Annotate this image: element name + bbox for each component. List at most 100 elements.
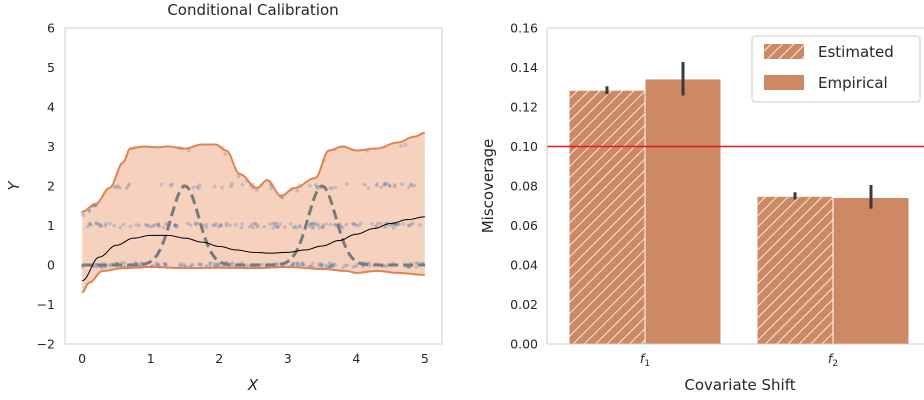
scatter-point (204, 222, 209, 227)
scatter-point (351, 265, 355, 269)
scatter-point (187, 148, 191, 153)
scatter-point (170, 182, 174, 187)
scatter-point (357, 223, 361, 228)
scatter-point (370, 222, 374, 226)
scatter-point (409, 182, 413, 187)
left-y-tick-label: 6 (47, 21, 55, 36)
right-x-tick-label: f2 (828, 351, 838, 369)
scatter-point (164, 222, 168, 227)
scatter-point (352, 222, 357, 227)
scatter-point (295, 189, 299, 193)
scatter-point (230, 262, 234, 267)
scatter-point (311, 221, 316, 226)
scatter-point (179, 263, 184, 268)
scatter-point (411, 221, 415, 226)
scatter-point (331, 264, 335, 269)
scatter-point (327, 265, 331, 270)
scatter-point (385, 182, 390, 186)
left-y-tick-label: 1 (47, 218, 55, 233)
scatter-point (216, 224, 220, 229)
scatter-point (328, 264, 333, 269)
scatter-point (394, 222, 399, 227)
right-y-tick-label: 0.02 (510, 297, 538, 312)
scatter-point (245, 263, 250, 268)
scatter-point (414, 261, 418, 265)
scatter-point (260, 262, 265, 267)
scatter-point (128, 224, 133, 229)
scatter-point (397, 222, 401, 227)
right-x-axis-label: Covariate Shift (684, 376, 795, 394)
scatter-point (387, 183, 392, 188)
scatter-point (295, 261, 300, 265)
scatter-point (382, 225, 387, 229)
scatter-point (308, 222, 312, 227)
scatter-point (162, 261, 166, 266)
scatter-point (93, 262, 98, 266)
scatter-point (204, 225, 209, 230)
scatter-point (156, 222, 161, 226)
scatter-point (354, 223, 359, 227)
scatter-point (316, 186, 320, 190)
scatter-point (114, 185, 119, 189)
scatter-point (191, 185, 196, 190)
scatter-point (311, 225, 316, 229)
scatter-point (248, 224, 252, 229)
scatter-point (310, 261, 315, 265)
scatter-point (212, 223, 216, 228)
scatter-point (401, 222, 405, 226)
scatter-point (205, 263, 209, 268)
scatter-point (145, 223, 149, 228)
scatter-point (193, 222, 198, 227)
scatter-point (271, 226, 276, 230)
scatter-point (153, 223, 157, 227)
scatter-point (276, 225, 280, 230)
scatter-point (159, 182, 164, 187)
scatter-point (212, 262, 217, 266)
scatter-point (134, 223, 138, 227)
scatter-point (321, 223, 325, 227)
left-chart-title: Conditional Calibration (167, 1, 338, 19)
scatter-point (345, 263, 350, 268)
scatter-point (112, 184, 117, 189)
left-y-tick-label: −2 (37, 337, 55, 352)
left-x-tick-label: 2 (215, 351, 223, 366)
scatter-point (283, 225, 287, 230)
scatter-point (127, 182, 132, 186)
scatter-point (116, 184, 120, 188)
right-x-tick-label: f1 (640, 351, 650, 369)
scatter-point (327, 261, 332, 265)
scatter-point (177, 264, 182, 268)
legend-swatch-empirical (764, 75, 804, 90)
lower-bound-line (81, 265, 425, 294)
scatter-point (193, 221, 198, 226)
scatter-point (400, 182, 404, 186)
scatter-point (154, 261, 159, 266)
scatter-point (384, 264, 388, 269)
scatter-point (330, 186, 334, 190)
bar-empirical-f1 (644, 78, 722, 344)
scatter-point (374, 183, 379, 188)
scatter-point (340, 225, 345, 230)
scatter-point (94, 221, 98, 226)
scatter-point (118, 185, 122, 190)
left-y-ticks: −2 −1 0 1 2 3 4 5 6 (37, 21, 55, 352)
scatter-point (214, 221, 219, 226)
scatter-point (290, 263, 295, 267)
right-plot-area (547, 61, 924, 344)
scatter-point (251, 225, 255, 230)
scatter-point (109, 262, 114, 267)
scatter-point (190, 262, 195, 267)
interval-band (82, 132, 425, 293)
scatter-point (375, 182, 379, 186)
scatter-point (278, 222, 283, 226)
left-plot-area (80, 131, 426, 294)
left-chart: Conditional Calibration −2 −1 0 1 2 3 4 5 6 0 1 2 3… (5, 1, 443, 394)
scatter-point (276, 225, 280, 229)
scatter-point (291, 225, 296, 230)
scatter-point (239, 226, 244, 230)
scatter-point (324, 222, 328, 226)
scatter-point (220, 185, 224, 190)
scatter-point (218, 224, 223, 228)
scatter-point (224, 221, 229, 225)
